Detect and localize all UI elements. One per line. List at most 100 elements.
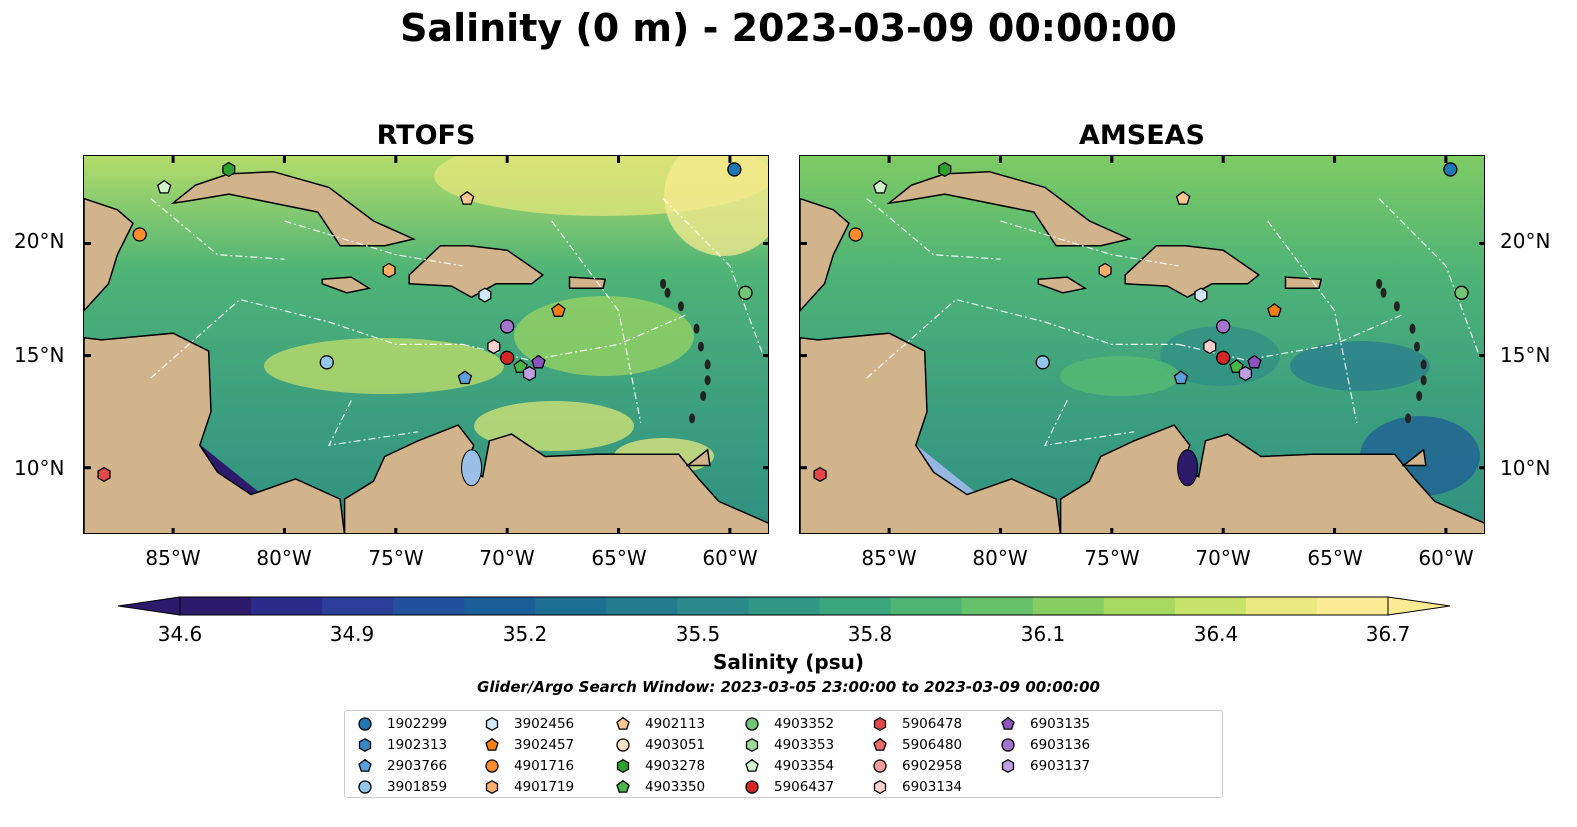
- colorbar-segment: [748, 597, 821, 615]
- legend-label: 4901719: [514, 779, 575, 795]
- legend-marker-1902313: [358, 737, 372, 753]
- circle-marker-icon: [745, 717, 759, 731]
- legend-label: 4901716: [514, 758, 575, 774]
- hexagon-marker-icon: [485, 779, 499, 795]
- panel-title-amseas: AMSEAS: [1079, 120, 1205, 151]
- lon-label-right-85w: 85°W: [861, 546, 917, 570]
- float-marker-4901719: [1098, 262, 1112, 278]
- float-marker-4902113: [1175, 190, 1191, 205]
- legend-marker-5906480: [873, 737, 887, 751]
- colorbar-label: Salinity (psu): [712, 650, 864, 674]
- colorbar-segment: [535, 597, 607, 615]
- lon-label-right-65w: 65°W: [1307, 546, 1363, 570]
- colorbar-segment: [1316, 597, 1389, 615]
- colorbar-tick: 36.7: [1365, 622, 1411, 646]
- legend-marker-6903136: [1001, 738, 1015, 752]
- colorbar: [117, 596, 1451, 616]
- float-marker-3902456: [1194, 287, 1208, 303]
- pentagon-marker-icon: [873, 737, 887, 751]
- figure-title: Salinity (0 m) - 2023-03-09 00:00:00: [400, 6, 1177, 50]
- colorbar-segment: [890, 597, 963, 615]
- float-marker-3902457: [551, 303, 566, 317]
- pentagon-marker-icon: [358, 758, 372, 772]
- legend-item-4903353: 4903353: [744, 735, 834, 755]
- float-marker-4902113: [459, 190, 475, 205]
- float-marker-5906437: [1216, 350, 1231, 365]
- legend-item-1902299: 1902299: [357, 714, 447, 734]
- pentagon-marker-icon: [1001, 716, 1015, 730]
- colorbar-tick: 35.2: [502, 622, 548, 646]
- legend-label: 3902457: [514, 737, 575, 753]
- legend-label: 6903137: [1030, 758, 1091, 774]
- lat-label-right-10n: 10°N: [1500, 456, 1551, 480]
- lon-label-right-75w: 75°W: [1084, 546, 1140, 570]
- lon-label-left-65w: 65°W: [591, 546, 647, 570]
- circle-marker-icon: [358, 780, 372, 794]
- legend-label: 5906480: [902, 737, 963, 753]
- colorbar-segment: [1103, 597, 1176, 615]
- legend-item-5906478: 5906478: [872, 714, 962, 734]
- legend-label: 5906437: [774, 779, 835, 795]
- legend-label: 4903051: [645, 737, 706, 753]
- lat-label-right-15n: 15°N: [1500, 343, 1551, 367]
- colorbar-segment: [1032, 597, 1105, 615]
- colorbar-tick: 36.4: [1193, 622, 1239, 646]
- colorbar-extend-low: [117, 596, 181, 616]
- legend-label: 3902456: [514, 716, 575, 732]
- colorbar-segment: [251, 597, 323, 615]
- map-amseas: [799, 155, 1485, 534]
- map-rtofs: [83, 155, 769, 534]
- legend-item-4903278: 4903278: [615, 756, 705, 776]
- float-marker-3902456: [478, 287, 492, 303]
- colorbar-segment: [180, 597, 252, 615]
- float-marker-3902457: [1267, 303, 1282, 317]
- colorbar-segment: [1174, 597, 1247, 615]
- legend-label: 4903350: [645, 779, 706, 795]
- legend-item-3902456: 3902456: [484, 714, 574, 734]
- hexagon-marker-icon: [616, 758, 630, 774]
- lat-label-left-15n: 15°N: [14, 343, 65, 367]
- float-marker-4901716: [848, 227, 863, 242]
- legend-marker-3901859: [358, 780, 372, 794]
- colorbar-segment: [464, 597, 536, 615]
- lon-label-left-85w: 85°W: [145, 546, 201, 570]
- float-marker-6903134: [487, 339, 501, 355]
- float-marker-3901859: [1035, 355, 1050, 370]
- legend-label: 4903352: [774, 716, 835, 732]
- legend-marker-6902958: [873, 759, 887, 773]
- legend-marker-3902456: [485, 716, 499, 732]
- legend-item-6903134: 6903134: [872, 777, 962, 797]
- lon-label-right-60w: 60°W: [1418, 546, 1474, 570]
- colorbar-segment: [1245, 597, 1318, 615]
- legend-item-4902113: 4902113: [615, 714, 705, 734]
- circle-marker-icon: [485, 759, 499, 773]
- lon-label-right-80w: 80°W: [972, 546, 1028, 570]
- float-marker-1902299: [1443, 162, 1458, 177]
- legend-item-1902313: 1902313: [357, 735, 447, 755]
- hexagon-marker-icon: [358, 737, 372, 753]
- legend-marker-4902113: [616, 716, 630, 730]
- colorbar-segment: [322, 597, 394, 615]
- hexagon-marker-icon: [1001, 758, 1015, 774]
- legend-label: 4903278: [645, 758, 706, 774]
- lon-label-right-70w: 70°W: [1195, 546, 1251, 570]
- legend-item-6902958: 6902958: [872, 756, 962, 776]
- colorbar-tick: 34.6: [157, 622, 203, 646]
- colorbar-tick: 34.9: [329, 622, 375, 646]
- colorbar-segment: [393, 597, 465, 615]
- legend-item-4903350: 4903350: [615, 777, 705, 797]
- legend-item-5906437: 5906437: [744, 777, 834, 797]
- pentagon-marker-icon: [616, 716, 630, 730]
- legend-marker-3902457: [485, 737, 499, 751]
- legend-marker-4901719: [485, 779, 499, 795]
- lon-label-left-70w: 70°W: [479, 546, 535, 570]
- panel-title-rtofs: RTOFS: [376, 120, 476, 151]
- lat-label-right-20n: 20°N: [1500, 229, 1551, 253]
- legend-marker-5906437: [745, 780, 759, 794]
- legend-item-6903136: 6903136: [1000, 735, 1090, 755]
- legend-item-4903352: 4903352: [744, 714, 834, 734]
- float-marker-4901716: [132, 227, 147, 242]
- legend-label: 6903135: [1030, 716, 1091, 732]
- legend-item-4901719: 4901719: [484, 777, 574, 797]
- legend-label: 6903134: [902, 779, 963, 795]
